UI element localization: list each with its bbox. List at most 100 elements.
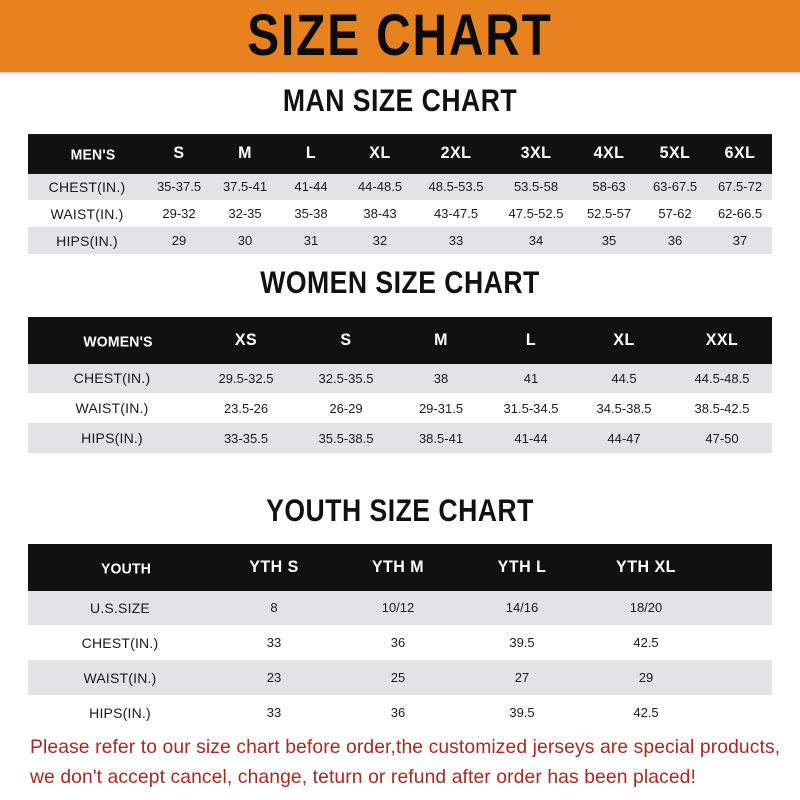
table-cell: 43-47.5: [416, 200, 496, 227]
table-cell: 23.5-26: [196, 393, 296, 423]
man-row-label: CHEST(IN.): [28, 173, 146, 200]
youth-section-title: YOUTH SIZE CHART: [266, 492, 534, 528]
table-cell: 41-44: [486, 423, 576, 453]
man-row-label: HIPS(IN.): [28, 227, 146, 254]
man-col-header: 5XL: [642, 134, 708, 174]
table-cell: 29.5-32.5: [196, 363, 296, 393]
page-title: SIZE CHART: [247, 3, 553, 69]
table-cell: 33-35.5: [196, 423, 296, 453]
women-row-label: HIPS(IN.): [28, 423, 196, 453]
youth-table-header-row: YOUTH YTH S YTH M YTH L YTH XL: [28, 543, 772, 592]
footer-disclaimer-line-2: we don't accept cancel, change, teturn o…: [30, 766, 696, 788]
man-col-header: 3XL: [496, 134, 576, 174]
table-cell: 62-66.5: [708, 200, 772, 227]
man-col-header: 2XL: [416, 134, 496, 174]
table-cell: 52.5-57: [576, 200, 642, 227]
table-cell: 47.5-52.5: [496, 200, 576, 227]
youth-row-label: WAIST(IN.): [28, 660, 212, 695]
table-cell: 37: [708, 227, 772, 254]
table-row: HIPS(IN.) 29 30 31 32 33 34 35 36 37: [28, 227, 772, 254]
table-row: WAIST(IN.) 23.5-26 26-29 29-31.5 31.5-34…: [28, 393, 772, 423]
women-col-header: XS: [196, 316, 296, 365]
footer-disclaimer-line-1: Please refer to our size chart before or…: [30, 736, 781, 758]
table-cell: 32: [344, 227, 416, 254]
women-row-label: CHEST(IN.): [28, 363, 196, 393]
man-table-header-row: MEN'S S M L XL 2XL 3XL 4XL 5XL 6XL: [28, 134, 772, 174]
table-cell: 35-37.5: [146, 173, 212, 200]
table-cell: 57-62: [642, 200, 708, 227]
table-cell: 35: [576, 227, 642, 254]
table-cell: 41-44: [278, 173, 344, 200]
table-cell: 58-63: [576, 173, 642, 200]
table-cell: 42.5: [584, 625, 708, 660]
man-col-header: L: [278, 134, 344, 174]
table-cell: 36: [336, 695, 460, 730]
table-cell: 37.5-41: [212, 173, 278, 200]
table-cell: 36: [642, 227, 708, 254]
table-cell: 34: [496, 227, 576, 254]
table-cell: 26-29: [296, 393, 396, 423]
table-cell: 31.5-34.5: [486, 393, 576, 423]
women-col-header: S: [296, 316, 396, 365]
women-col-header: M: [396, 316, 486, 365]
man-col-header: 4XL: [576, 134, 642, 174]
table-cell: 27: [460, 660, 584, 695]
table-cell-spacer: [708, 590, 772, 625]
table-row: HIPS(IN.) 33-35.5 35.5-38.5 38.5-41 41-4…: [28, 423, 772, 453]
women-col-header: XXL: [672, 316, 772, 365]
table-cell: 33: [212, 625, 336, 660]
table-cell: 29-31.5: [396, 393, 486, 423]
man-row-label: WAIST(IN.): [28, 200, 146, 227]
table-cell-spacer: [708, 660, 772, 695]
table-cell: 23: [212, 660, 336, 695]
youth-corner-label: YOUTH: [28, 543, 212, 592]
table-cell: 32.5-35.5: [296, 363, 396, 393]
banner-shadow-divider: [0, 72, 800, 75]
table-cell: 33: [212, 695, 336, 730]
table-row: HIPS(IN.) 33 36 39.5 42.5: [28, 695, 772, 730]
table-cell: 38-43: [344, 200, 416, 227]
women-section-title: WOMEN SIZE CHART: [260, 264, 540, 300]
table-cell: 67.5-72: [708, 173, 772, 200]
man-section-title: MAN SIZE CHART: [282, 82, 518, 118]
table-cell: 29: [146, 227, 212, 254]
table-cell: 39.5: [460, 695, 584, 730]
man-size-table: MEN'S S M L XL 2XL 3XL 4XL 5XL 6XL CHEST…: [28, 134, 772, 254]
table-cell: 53.5-58: [496, 173, 576, 200]
youth-col-header: YTH S: [212, 543, 336, 592]
table-row: WAIST(IN.) 23 25 27 29: [28, 660, 772, 695]
table-cell: 38.5-42.5: [672, 393, 772, 423]
table-row: CHEST(IN.) 33 36 39.5 42.5: [28, 625, 772, 660]
table-cell: 33: [416, 227, 496, 254]
table-cell: 8: [212, 590, 336, 625]
table-row: U.S.SIZE 8 10/12 14/16 18/20: [28, 590, 772, 625]
table-cell: 35-38: [278, 200, 344, 227]
table-cell: 63-67.5: [642, 173, 708, 200]
table-cell: 38.5-41: [396, 423, 486, 453]
table-cell: 48.5-53.5: [416, 173, 496, 200]
youth-col-header: YTH L: [460, 543, 584, 592]
table-cell: 35.5-38.5: [296, 423, 396, 453]
table-cell-spacer: [708, 695, 772, 730]
man-col-header: 6XL: [708, 134, 772, 174]
table-cell: 30: [212, 227, 278, 254]
table-row: CHEST(IN.) 29.5-32.5 32.5-35.5 38 41 44.…: [28, 363, 772, 393]
women-col-header: XL: [576, 316, 672, 365]
man-corner-label: MEN'S: [28, 134, 146, 174]
table-cell: 14/16: [460, 590, 584, 625]
table-row: WAIST(IN.) 29-32 32-35 35-38 38-43 43-47…: [28, 200, 772, 227]
table-cell: 25: [336, 660, 460, 695]
youth-row-label: U.S.SIZE: [28, 590, 212, 625]
youth-header-spacer: [708, 543, 772, 592]
table-cell: 38: [396, 363, 486, 393]
table-cell: 34.5-38.5: [576, 393, 672, 423]
table-cell: 44-47: [576, 423, 672, 453]
women-corner-label: WOMEN'S: [28, 316, 196, 365]
youth-size-table: YOUTH YTH S YTH M YTH L YTH XL U.S.SIZE …: [28, 543, 772, 730]
youth-col-header: YTH XL: [584, 543, 708, 592]
table-cell: 42.5: [584, 695, 708, 730]
youth-row-label: HIPS(IN.): [28, 695, 212, 730]
table-cell: 29-32: [146, 200, 212, 227]
table-cell: 41: [486, 363, 576, 393]
